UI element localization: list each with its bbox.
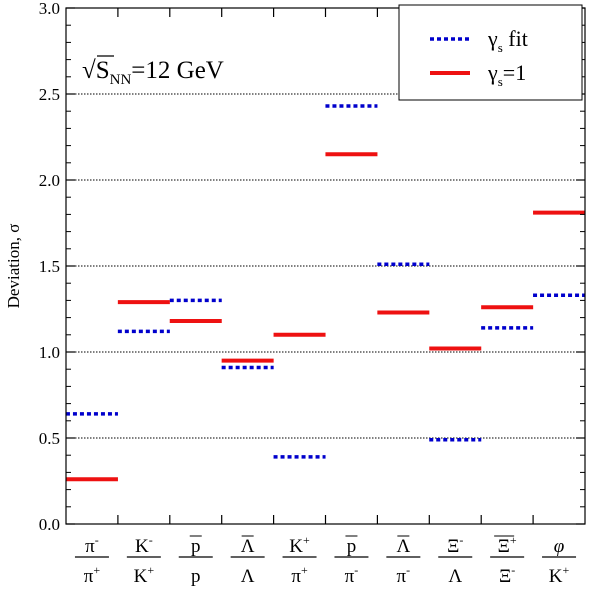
category-denominator: Λ [448, 566, 462, 587]
y-tick-label: 0.5 [39, 429, 60, 448]
category-denominator: K+ [134, 563, 155, 587]
category-numerator: φ [554, 536, 565, 557]
category-label: Ξ- Λ [438, 533, 473, 587]
category-label: π-π+ [74, 533, 109, 587]
grid-lines [66, 93, 585, 439]
category-label: Ξ+ Ξ- [490, 533, 525, 587]
y-tick-label: 2.5 [39, 85, 60, 104]
category-label: Λπ- [386, 535, 421, 587]
category-numerator: Λ [241, 536, 255, 557]
legend-label: γs=1 [487, 60, 526, 89]
category-denominator: π+ [84, 563, 101, 587]
y-tick-label: 3.0 [39, 0, 60, 18]
category-numerator: p [191, 536, 201, 557]
category-numerator: Λ [396, 536, 410, 557]
category-label: pp [178, 535, 213, 587]
category-denominator: π- [345, 563, 359, 587]
energy-annotation: √SNN=12 GeV [82, 55, 224, 88]
y-tick-label: 2.0 [39, 171, 60, 190]
legend-label: γs fit [487, 26, 528, 55]
category-denominator: Ξ- [499, 563, 515, 587]
legend: γs fit γs=1 [398, 4, 583, 101]
y-axis-title: Deviation, σ [4, 224, 23, 309]
category-numerator: Ξ- [447, 533, 463, 557]
category-denominator: π- [397, 563, 411, 587]
category-label: ΛΛ [230, 535, 265, 587]
category-denominator: π+ [291, 563, 308, 587]
category-denominator: K+ [549, 563, 570, 587]
category-numerator: π- [85, 533, 99, 557]
category-numerator: Ξ+ [498, 533, 517, 557]
category-denominator: p [191, 566, 201, 587]
category-numerator: K- [135, 533, 153, 557]
category-label: φ K+ [542, 536, 577, 587]
data-marks [65, 104, 586, 482]
y-tick-label: 1.0 [39, 343, 60, 362]
y-axis: 0.0 0.5 1.0 1.5 2.0 2.5 3.0 [39, 0, 585, 534]
category-label: p π- [334, 535, 369, 587]
category-numerator: p [347, 536, 357, 557]
category-numerator: K+ [289, 533, 310, 557]
energy-label: √SNN=12 GeV [82, 57, 224, 88]
category-label: K+ π+ [282, 533, 317, 587]
y-tick-label: 1.5 [39, 257, 60, 276]
legend-box [398, 4, 583, 101]
category-label: K- K+ [126, 533, 161, 587]
category-denominator: Λ [241, 566, 255, 587]
y-tick-label: 0.0 [39, 515, 60, 534]
